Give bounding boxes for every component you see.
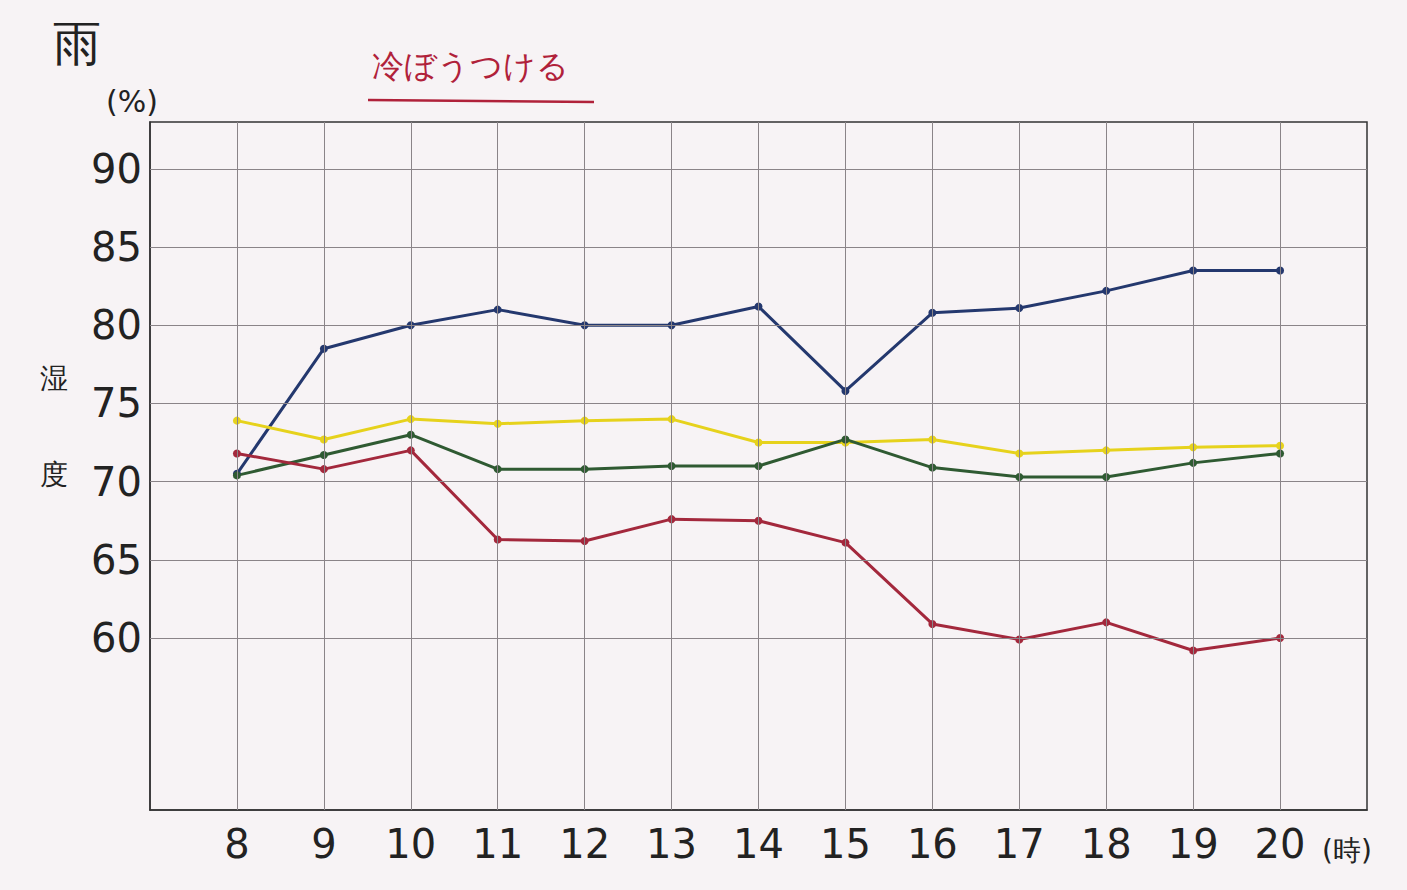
- svg-text:65: 65: [91, 537, 142, 583]
- svg-text:8: 8: [224, 821, 249, 867]
- svg-text:雨: 雨: [53, 15, 101, 71]
- svg-text:60: 60: [91, 615, 142, 661]
- svg-text:14: 14: [733, 821, 784, 867]
- svg-text:9: 9: [311, 821, 336, 867]
- svg-text:13: 13: [646, 821, 697, 867]
- svg-text:75: 75: [91, 380, 142, 426]
- svg-text:(時): (時): [1322, 834, 1372, 867]
- svg-text:20: 20: [1255, 821, 1306, 867]
- svg-text:冷ぼうつける: 冷ぼうつける: [372, 47, 569, 85]
- svg-text:10: 10: [385, 821, 436, 867]
- svg-text:85: 85: [91, 224, 142, 270]
- svg-text:12: 12: [559, 821, 610, 867]
- svg-text:湿: 湿: [40, 362, 68, 395]
- svg-text:70: 70: [91, 459, 142, 505]
- svg-text:80: 80: [91, 302, 142, 348]
- svg-text:17: 17: [994, 821, 1045, 867]
- svg-text:15: 15: [820, 821, 871, 867]
- svg-text:16: 16: [907, 821, 958, 867]
- svg-text:11: 11: [472, 821, 523, 867]
- svg-text:18: 18: [1081, 821, 1132, 867]
- svg-text:19: 19: [1168, 821, 1219, 867]
- svg-text:度: 度: [40, 458, 68, 491]
- svg-text:(%): (%): [106, 84, 158, 119]
- svg-text:90: 90: [91, 146, 142, 192]
